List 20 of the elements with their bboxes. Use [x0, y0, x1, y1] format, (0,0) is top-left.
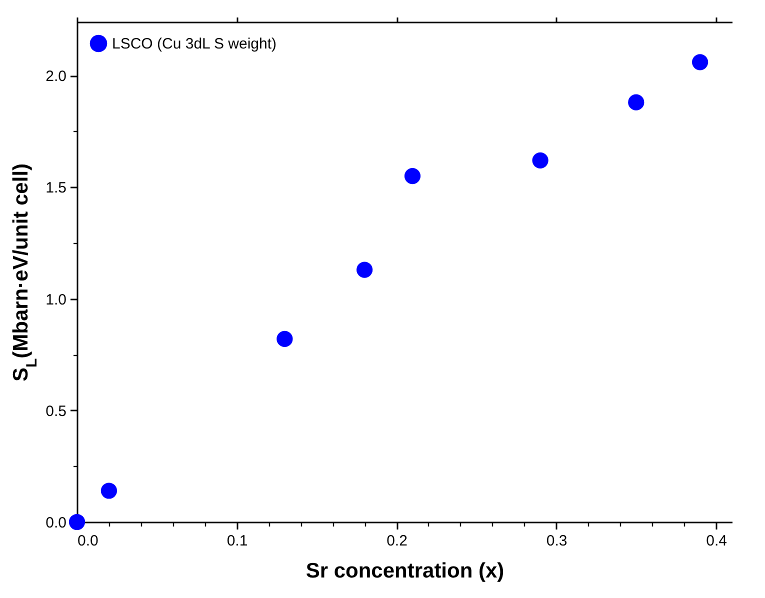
point [692, 54, 708, 70]
x-tick-label: 0.2 [386, 532, 408, 550]
point [628, 94, 644, 110]
x-tick-label: 0.0 [78, 532, 98, 550]
point [68, 514, 86, 530]
legend-label: LSCO (Cu 3dL S weight) [112, 36, 277, 52]
y-tick-label: 1.5 [46, 180, 66, 197]
point [276, 330, 293, 348]
x-tick-label: 0.4 [706, 532, 727, 550]
point [404, 168, 421, 184]
y-tick-label: 0.0 [46, 514, 66, 532]
x-tick-label: 0.3 [546, 532, 568, 550]
point [100, 482, 118, 499]
y-tick-label: 2.0 [46, 68, 66, 86]
x-tick-label: 0.1 [226, 532, 248, 550]
point [356, 262, 373, 278]
x-axis-title: Sr concentration (x) [306, 560, 504, 582]
point [532, 152, 548, 168]
y-tick-label: 1.0 [46, 291, 66, 308]
y-tick-label: 0.5 [46, 402, 66, 420]
